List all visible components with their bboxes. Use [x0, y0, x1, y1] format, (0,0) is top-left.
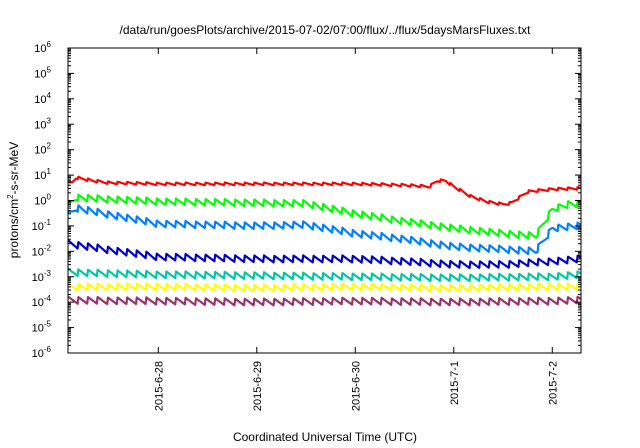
series-line-5	[67, 267, 582, 283]
x-tick-label: 2015-6-28	[153, 361, 165, 411]
x-tick-label: 2015-6-29	[252, 361, 264, 411]
y-tick-label: 103	[34, 116, 51, 131]
y-tick-label: 106	[34, 40, 51, 55]
y-tick-label: 101	[34, 167, 51, 182]
series-line-1	[67, 175, 582, 206]
series-line-6	[67, 282, 582, 293]
x-tick-label: 2015-6-30	[350, 361, 362, 411]
y-axis: 10-6 10-5 10-4 10-3 10-2 10-1 100 101 102 103 104 1…	[32, 40, 581, 360]
y-tick-label: 105	[34, 65, 51, 80]
chart-title: /data/run/goesPlots/archive/2015-07-02/0…	[120, 23, 532, 37]
y-tick-label: 10-6	[32, 345, 52, 360]
y-tick-label: 10-3	[32, 269, 52, 284]
x-tick-label: 2015-7-2	[547, 361, 559, 405]
y-tick-label: 10-2	[32, 243, 52, 258]
series-layer	[67, 175, 582, 307]
y-tick-label: 100	[34, 193, 51, 208]
y-tick-label: 104	[34, 91, 51, 106]
y-tick-label: 10-1	[32, 218, 52, 233]
y-axis-label: protons/cm2-s-sr-MeV	[6, 142, 21, 258]
series-line-4	[67, 239, 582, 270]
x-tick-label: 2015-7-1	[449, 361, 461, 405]
x-axis: 2015-6-28 2015-6-29 2015-6-30 2015-7-1 2015-…	[153, 48, 559, 411]
series-line-2	[67, 193, 582, 240]
series-line-7	[67, 295, 582, 307]
y-tick-label: 10-4	[32, 294, 52, 309]
series-line-3	[67, 204, 582, 256]
x-axis-label: Coordinated Universal Time (UTC)	[233, 430, 417, 444]
y-tick-label: 10-5	[32, 320, 52, 335]
y-tick-label: 102	[34, 142, 51, 157]
